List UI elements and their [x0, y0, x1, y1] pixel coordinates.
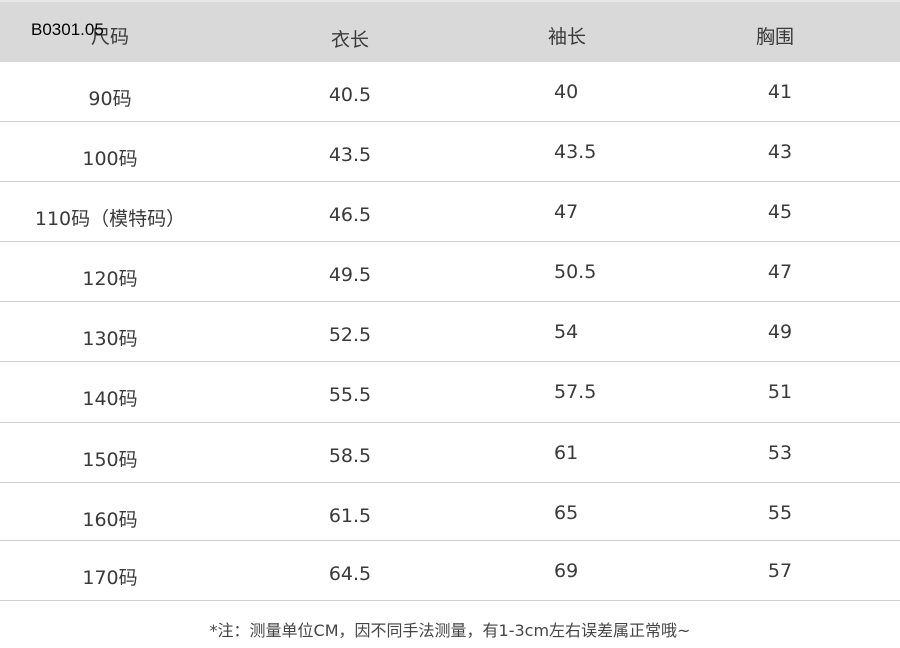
- cell-length: 64.5: [328, 563, 372, 585]
- cell-length: 55.5: [328, 384, 372, 406]
- cell-length: 43.5: [328, 144, 372, 166]
- cell-size: 90码: [88, 88, 132, 110]
- table-row: 170码 64.5 69 57: [0, 541, 900, 601]
- cell-chest: 55: [767, 502, 793, 524]
- table-row: 150码 58.5 61 53: [0, 423, 900, 483]
- cell-chest: 43: [767, 141, 793, 163]
- cell-sleeve: 50.5: [554, 261, 597, 283]
- cell-sleeve: 47: [554, 201, 579, 223]
- cell-size: 100码: [82, 148, 138, 170]
- cell-sleeve: 57.5: [554, 381, 597, 403]
- cell-sleeve: 54: [554, 321, 579, 343]
- cell-chest: 57: [767, 560, 793, 582]
- cell-chest: 41: [767, 81, 793, 103]
- table-header: 尺码 衣长 袖长 胸围 B0301.05: [0, 0, 900, 62]
- cell-size: 130码: [82, 328, 138, 350]
- cell-length: 58.5: [328, 445, 372, 467]
- cell-chest: 47: [767, 261, 793, 283]
- header-chest: 胸围: [755, 26, 794, 48]
- cell-length: 40.5: [328, 84, 372, 106]
- table-row: 110码（模特码） 46.5 47 45: [0, 182, 900, 242]
- table-row: 130码 52.5 54 49: [0, 302, 900, 362]
- cell-size: 110码（模特码）: [34, 208, 186, 230]
- cell-size: 160码: [82, 509, 138, 531]
- cell-chest: 53: [767, 442, 793, 464]
- header-sleeve: 袖长: [548, 26, 587, 48]
- table-row: 160码 61.5 65 55: [0, 483, 900, 541]
- cell-length: 49.5: [328, 264, 372, 286]
- cell-sleeve: 69: [554, 560, 579, 582]
- cell-chest: 51: [767, 381, 793, 403]
- header-size: 尺码: [90, 26, 129, 48]
- table-row: 140码 55.5 57.5 51: [0, 362, 900, 423]
- cell-sleeve: 40: [554, 81, 579, 103]
- cell-size: 170码: [82, 567, 138, 589]
- product-code: B0301.05: [31, 20, 104, 39]
- cell-chest: 49: [767, 321, 793, 343]
- table-row: 90码 40.5 40 41: [0, 62, 900, 122]
- measurement-note: *注：测量单位CM，因不同手法测量，有1-3cm左右误差属正常哦~: [209, 621, 691, 640]
- cell-size: 140码: [82, 388, 138, 410]
- cell-sleeve: 61: [554, 442, 579, 464]
- cell-chest: 45: [767, 201, 793, 223]
- cell-length: 52.5: [328, 324, 372, 346]
- header-length: 衣长: [330, 29, 369, 51]
- table-row: 100码 43.5 43.5 43: [0, 122, 900, 182]
- cell-size: 150码: [82, 449, 138, 471]
- cell-sleeve: 43.5: [554, 141, 597, 163]
- table-row: 120码 49.5 50.5 47: [0, 242, 900, 302]
- cell-length: 61.5: [328, 505, 372, 527]
- cell-size: 120码: [82, 268, 138, 290]
- cell-length: 46.5: [328, 204, 372, 226]
- cell-sleeve: 65: [554, 502, 579, 524]
